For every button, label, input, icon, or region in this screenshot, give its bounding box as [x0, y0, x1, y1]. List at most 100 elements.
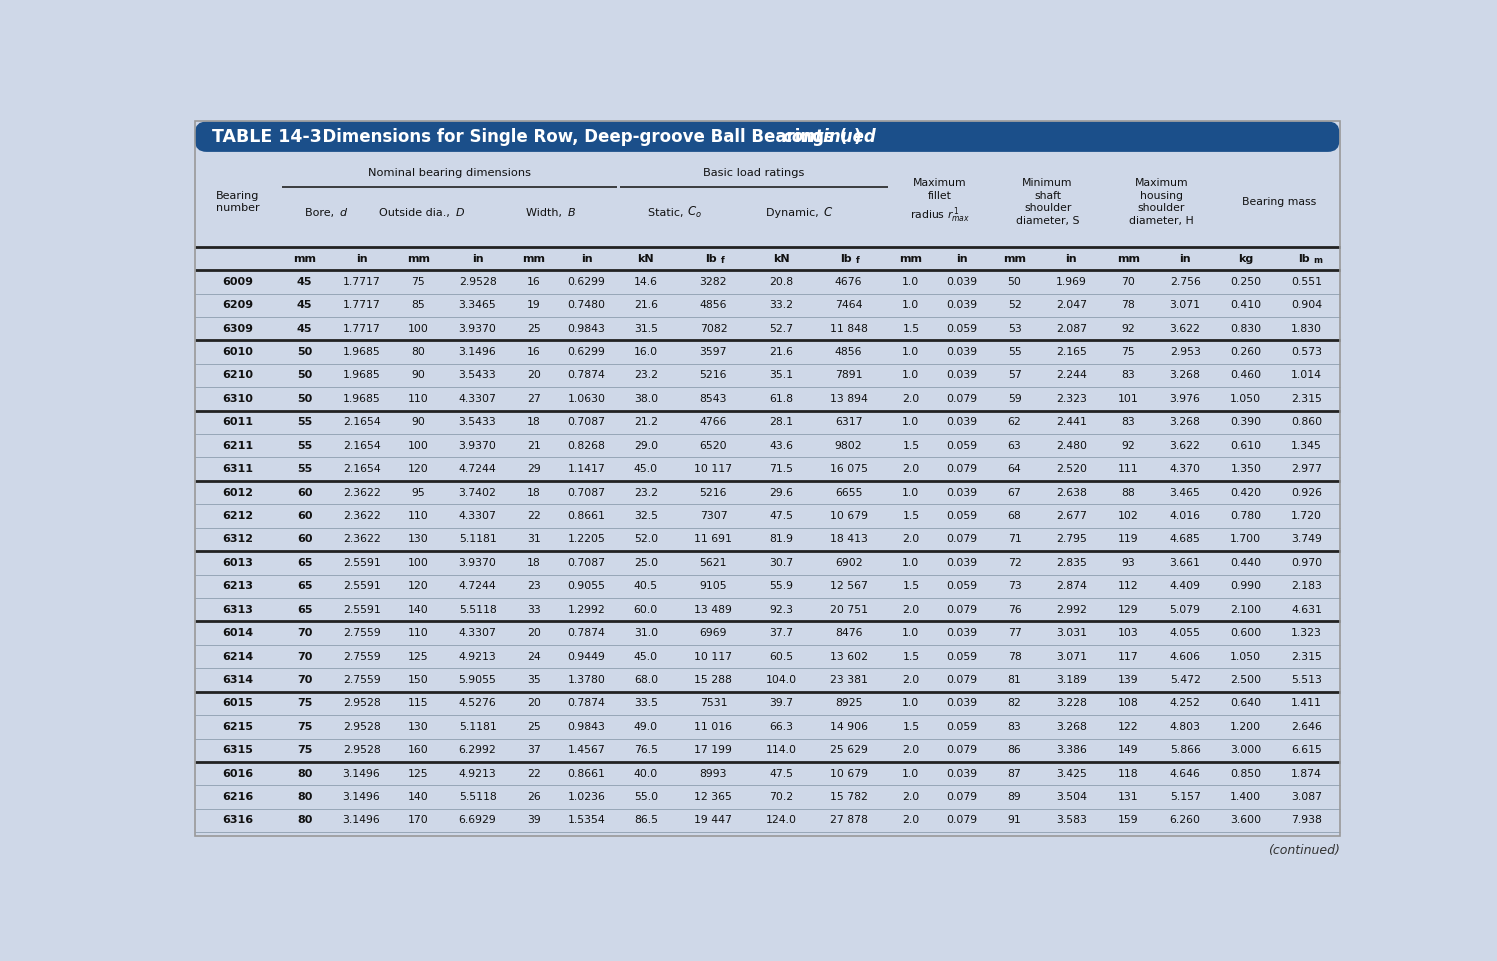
Text: 6902: 6902	[835, 557, 862, 568]
Text: 3597: 3597	[699, 347, 728, 357]
Text: 1.4567: 1.4567	[567, 745, 606, 755]
Text: ): )	[853, 128, 861, 146]
Text: 0.039: 0.039	[946, 699, 978, 708]
Text: 0.079: 0.079	[946, 464, 978, 474]
Text: 2.874: 2.874	[1055, 581, 1087, 591]
Text: 2.315: 2.315	[1290, 652, 1322, 661]
Text: 1.200: 1.200	[1231, 722, 1262, 731]
Text: 75: 75	[412, 277, 425, 286]
Text: 29.0: 29.0	[633, 441, 657, 451]
Text: 112: 112	[1118, 581, 1139, 591]
Text: 0.6299: 0.6299	[567, 347, 606, 357]
Text: 8543: 8543	[699, 394, 728, 404]
Text: 101: 101	[1118, 394, 1139, 404]
Text: 2.0: 2.0	[903, 792, 919, 802]
Text: m: m	[1313, 257, 1322, 265]
Text: 130: 130	[409, 534, 428, 545]
Text: 1.345: 1.345	[1290, 441, 1322, 451]
Text: 0.6299: 0.6299	[567, 277, 606, 286]
Text: 50: 50	[296, 394, 313, 404]
Text: 4.016: 4.016	[1169, 511, 1201, 521]
Text: 0.8661: 0.8661	[567, 769, 606, 778]
Text: 27: 27	[527, 394, 540, 404]
Text: 1.0: 1.0	[903, 300, 919, 310]
Text: Maximum
fillet
radius $r_{max}^{\,1}$: Maximum fillet radius $r_{max}^{\,1}$	[910, 179, 970, 226]
Text: Bearing mass: Bearing mass	[1241, 197, 1316, 207]
Text: 3.583: 3.583	[1055, 816, 1087, 825]
Text: 0.039: 0.039	[946, 277, 978, 286]
Text: 0.7087: 0.7087	[567, 417, 606, 428]
Text: 1.9685: 1.9685	[343, 394, 380, 404]
Text: 45: 45	[296, 277, 313, 286]
Text: 33.2: 33.2	[769, 300, 793, 310]
Text: 2.244: 2.244	[1055, 371, 1087, 381]
Text: 3.661: 3.661	[1169, 557, 1201, 568]
Text: 6315: 6315	[223, 745, 253, 755]
Text: 75: 75	[1121, 347, 1135, 357]
Text: 19: 19	[527, 300, 540, 310]
Text: 20: 20	[527, 628, 540, 638]
Text: 9105: 9105	[699, 581, 728, 591]
Text: 0.600: 0.600	[1231, 628, 1262, 638]
Text: 1.874: 1.874	[1290, 769, 1322, 778]
Text: f: f	[720, 257, 725, 265]
Text: 33: 33	[527, 604, 540, 615]
Text: 4.7244: 4.7244	[458, 581, 497, 591]
Text: 140: 140	[409, 792, 428, 802]
Text: 55: 55	[296, 417, 313, 428]
Text: 88: 88	[1121, 487, 1135, 498]
Text: 2.638: 2.638	[1055, 487, 1087, 498]
Text: 4.685: 4.685	[1169, 534, 1201, 545]
Text: 68: 68	[1007, 511, 1021, 521]
Text: in: in	[581, 254, 593, 263]
Text: 59: 59	[1007, 394, 1021, 404]
Text: 10 679: 10 679	[829, 769, 868, 778]
Text: 2.677: 2.677	[1055, 511, 1087, 521]
Text: 85: 85	[412, 300, 425, 310]
Text: $C_o$: $C_o$	[687, 206, 702, 220]
Text: 82: 82	[1007, 699, 1021, 708]
Text: 15 782: 15 782	[829, 792, 868, 802]
Text: 83: 83	[1121, 417, 1135, 428]
Text: 6009: 6009	[223, 277, 253, 286]
Text: 0.079: 0.079	[946, 745, 978, 755]
Text: 3.465: 3.465	[1169, 487, 1201, 498]
Text: 3.600: 3.600	[1231, 816, 1262, 825]
Text: Basic load ratings: Basic load ratings	[704, 168, 805, 178]
Text: 30.7: 30.7	[769, 557, 793, 568]
Text: 73: 73	[1007, 581, 1021, 591]
Text: 2.480: 2.480	[1055, 441, 1087, 451]
Text: 1.050: 1.050	[1231, 394, 1262, 404]
Text: 6215: 6215	[223, 722, 253, 731]
Text: 28.1: 28.1	[769, 417, 793, 428]
Text: 1.9685: 1.9685	[343, 347, 380, 357]
Text: 55: 55	[296, 441, 313, 451]
Text: 2.0: 2.0	[903, 745, 919, 755]
Text: 2.0: 2.0	[903, 816, 919, 825]
Text: 76.5: 76.5	[633, 745, 657, 755]
Text: 2.087: 2.087	[1055, 324, 1087, 333]
Text: 125: 125	[409, 769, 428, 778]
Text: 60.5: 60.5	[769, 652, 793, 661]
Text: 2.315: 2.315	[1290, 394, 1322, 404]
Text: 3.504: 3.504	[1055, 792, 1087, 802]
Text: 1.5: 1.5	[903, 324, 919, 333]
Text: 2.1654: 2.1654	[343, 441, 380, 451]
Text: 45: 45	[296, 300, 313, 310]
Text: 24: 24	[527, 652, 540, 661]
Text: 1.1417: 1.1417	[567, 464, 606, 474]
Text: 5216: 5216	[699, 371, 728, 381]
Text: 0.390: 0.390	[1231, 417, 1262, 428]
Text: 57: 57	[1007, 371, 1021, 381]
Text: 2.165: 2.165	[1055, 347, 1087, 357]
Text: 45.0: 45.0	[633, 652, 657, 661]
Text: 4.9213: 4.9213	[458, 652, 497, 661]
Text: 0.7480: 0.7480	[567, 300, 606, 310]
Text: 110: 110	[409, 628, 428, 638]
Text: 50: 50	[1007, 277, 1021, 286]
Text: 67: 67	[1007, 487, 1021, 498]
Text: 0.8661: 0.8661	[567, 511, 606, 521]
Text: 5.5118: 5.5118	[458, 604, 497, 615]
Text: 18: 18	[527, 417, 540, 428]
Text: 4.5276: 4.5276	[458, 699, 497, 708]
